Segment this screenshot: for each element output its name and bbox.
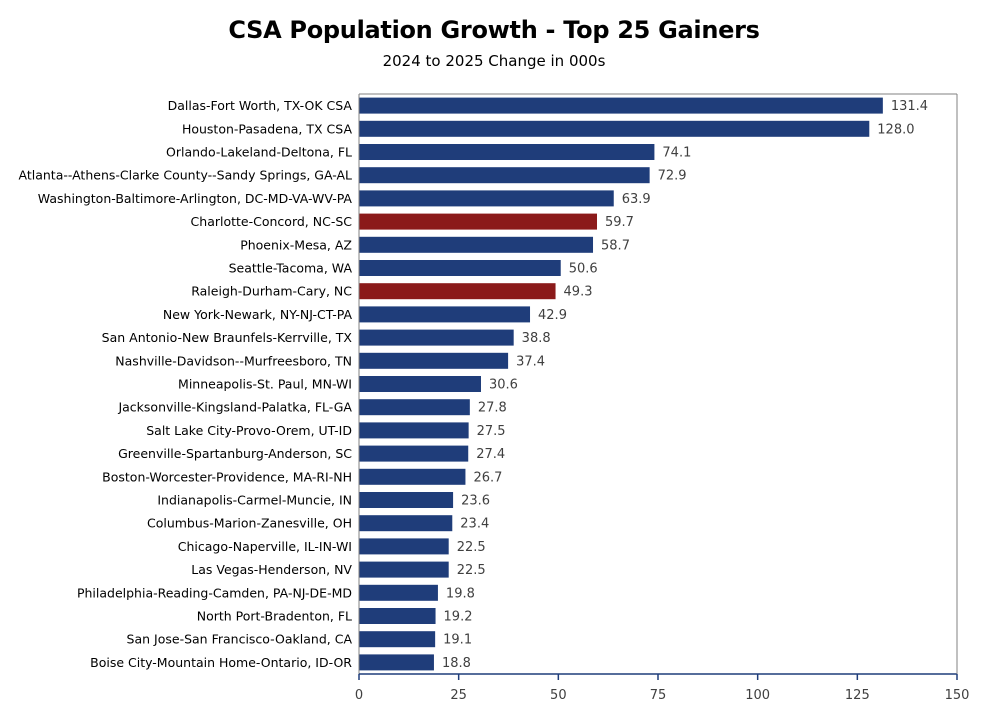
bar xyxy=(359,190,614,207)
x-tick-label: 50 xyxy=(550,688,567,703)
value-label: 42.9 xyxy=(538,308,567,323)
category-label: Houston-Pasadena, TX CSA xyxy=(182,121,352,136)
category-label: Raleigh-Durham-Cary, NC xyxy=(191,284,352,299)
bar xyxy=(359,422,469,439)
value-label: 30.6 xyxy=(489,378,518,393)
category-label: Las Vegas-Henderson, NV xyxy=(191,562,352,577)
value-label: 23.6 xyxy=(461,494,490,509)
bar xyxy=(359,584,438,601)
x-tick-label: 75 xyxy=(650,688,667,703)
category-label: Orlando-Lakeland-Deltona, FL xyxy=(166,145,352,160)
value-label: 22.5 xyxy=(457,540,486,555)
bar xyxy=(359,236,594,253)
category-label: Salt Lake City-Provo-Orem, UT-ID xyxy=(146,423,352,438)
category-label: San Antonio-New Braunfels-Kerrville, TX xyxy=(102,330,353,345)
bar xyxy=(359,329,514,346)
bar xyxy=(359,538,449,555)
bar xyxy=(359,97,883,114)
bar xyxy=(359,492,454,508)
category-label: Chicago-Naperville, IL-IN-WI xyxy=(178,539,352,554)
bar xyxy=(359,561,449,578)
x-tick-label: 0 xyxy=(355,688,363,703)
bar xyxy=(359,167,650,184)
x-tick-label: 150 xyxy=(945,688,970,703)
category-label: Phoenix-Mesa, AZ xyxy=(240,237,352,252)
value-label: 22.5 xyxy=(457,563,486,578)
value-label: 19.8 xyxy=(446,586,475,601)
category-label: North Port-Bradenton, FL xyxy=(197,609,352,624)
x-tick-label: 25 xyxy=(450,688,467,703)
category-label: Boise City-Mountain Home-Ontario, ID-OR xyxy=(90,655,352,670)
category-label: Indianapolis-Carmel-Muncie, IN xyxy=(157,493,352,508)
category-label: San Jose-San Francisco-Oakland, CA xyxy=(127,632,353,647)
value-label: 19.1 xyxy=(443,633,472,648)
value-labels: 131.4 128.0 74.1 72.9 63.9 59.7 58.750.6 49.3 42… xyxy=(442,99,928,671)
value-label: 59.7 xyxy=(605,215,634,230)
bar xyxy=(359,515,453,532)
category-label: Minneapolis-St. Paul, MN-WI xyxy=(178,377,352,392)
value-label: 26.7 xyxy=(473,470,502,485)
bar xyxy=(359,654,434,671)
category-label: Jacksonville-Kingsland-Palatka, FL-GA xyxy=(117,400,352,415)
bar xyxy=(359,260,561,276)
value-label: 50.6 xyxy=(569,262,598,277)
bar xyxy=(359,213,598,230)
value-label: 27.8 xyxy=(478,401,507,416)
x-tick-label: 125 xyxy=(845,688,870,703)
bar xyxy=(359,608,436,624)
value-label: 72.9 xyxy=(658,169,687,184)
category-label: Seattle-Tacoma, WA xyxy=(229,261,353,276)
bars-layer xyxy=(359,97,883,671)
chart-title: CSA Population Growth - Top 25 Gainers xyxy=(228,16,760,44)
category-label: Dallas-Fort Worth, TX-OK CSA xyxy=(168,98,353,113)
value-label: 19.2 xyxy=(444,610,473,625)
bar xyxy=(359,120,870,137)
bar xyxy=(359,399,470,416)
category-label: Charlotte-Concord, NC-SC xyxy=(191,214,353,229)
chart-subtitle: 2024 to 2025 Change in 000s xyxy=(382,52,606,70)
value-label: 49.3 xyxy=(564,285,593,300)
category-labels: Dallas-Fort Worth, TX-OK CSA Houston-Pasa… xyxy=(19,98,353,670)
value-label: 63.9 xyxy=(622,192,651,207)
value-label: 27.4 xyxy=(476,447,505,462)
value-label: 58.7 xyxy=(601,238,630,253)
value-label: 128.0 xyxy=(877,122,914,137)
value-label: 23.4 xyxy=(460,517,489,532)
category-label: Philadelphia-Reading-Camden, PA-NJ-DE-MD xyxy=(77,585,352,600)
bar xyxy=(359,283,556,300)
axes: 0 25 50 75 100 125 150 xyxy=(355,93,970,703)
category-label: Columbus-Marion-Zanesville, OH xyxy=(147,516,352,531)
value-label: 38.8 xyxy=(522,331,551,346)
value-label: 131.4 xyxy=(891,99,928,114)
bar xyxy=(359,352,509,369)
value-label: 74.1 xyxy=(662,146,691,161)
category-label: Greenville-Spartanburg-Anderson, SC xyxy=(118,446,352,461)
value-label: 37.4 xyxy=(516,354,545,369)
category-label: Boston-Worcester-Providence, MA-RI-NH xyxy=(102,469,352,484)
bar xyxy=(359,306,531,323)
category-label: Washington-Baltimore-Arlington, DC-MD-VA… xyxy=(38,191,353,206)
category-label: Nashville-Davidson--Murfreesboro, TN xyxy=(115,353,352,368)
x-tick-label: 100 xyxy=(745,688,770,703)
category-label: Atlanta--Athens-Clarke County--Sandy Spr… xyxy=(19,168,353,183)
bar xyxy=(359,144,655,160)
category-label: New York-Newark, NY-NJ-CT-PA xyxy=(163,307,353,322)
value-label: 18.8 xyxy=(442,656,471,671)
bar xyxy=(359,631,436,648)
bar xyxy=(359,445,469,462)
value-label: 27.5 xyxy=(477,424,506,439)
bar xyxy=(359,376,481,392)
bar xyxy=(359,468,466,485)
